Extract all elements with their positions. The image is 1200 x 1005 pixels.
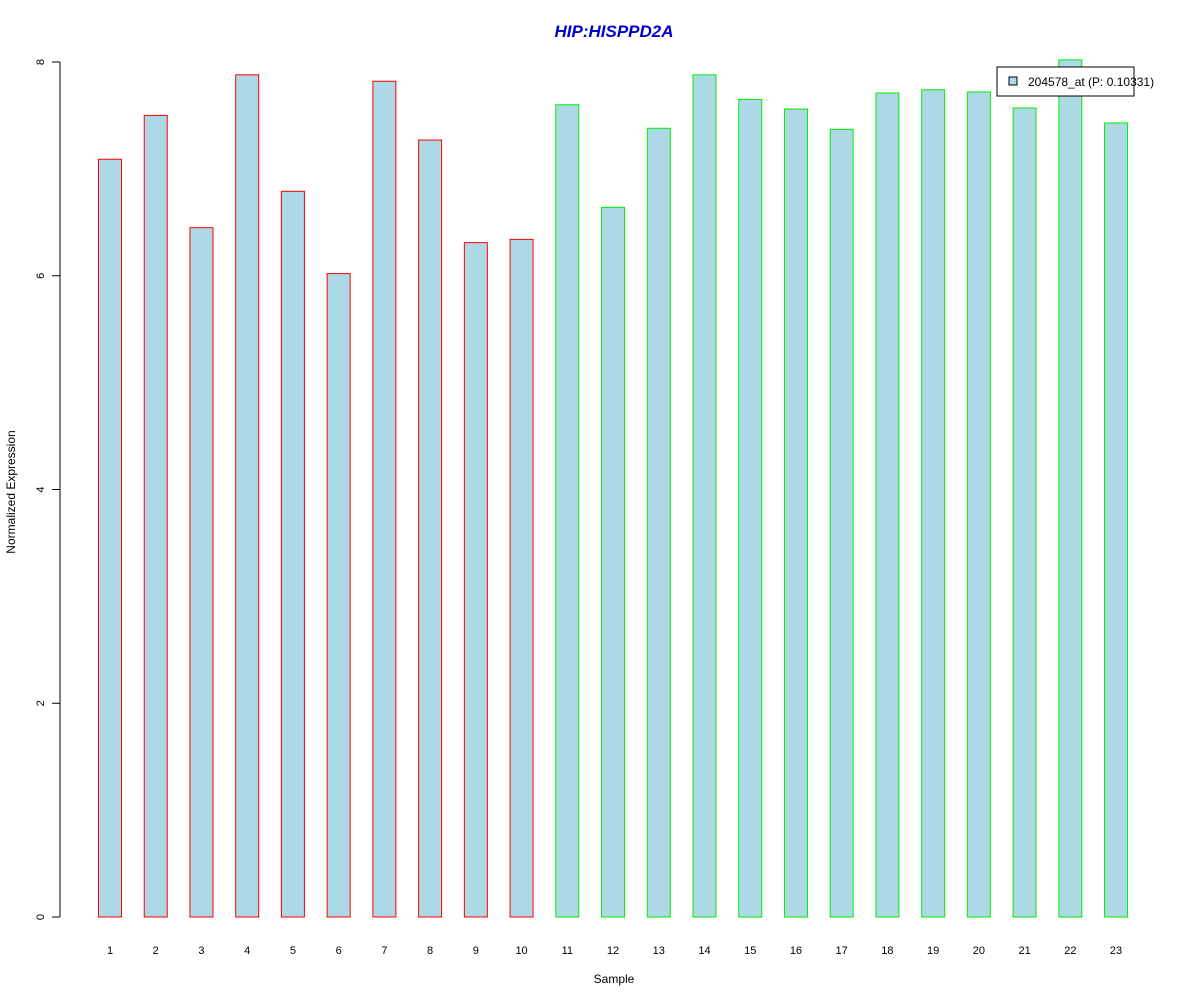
x-tick-label: 23 bbox=[1110, 945, 1122, 957]
y-tick-label: 2 bbox=[35, 700, 47, 706]
bar-sample-10 bbox=[509, 238, 534, 918]
bar-sample-18 bbox=[875, 92, 900, 918]
x-tick-label: 21 bbox=[1018, 945, 1030, 957]
bar-sample-21 bbox=[1012, 107, 1037, 918]
y-tick-label: 6 bbox=[35, 273, 47, 279]
legend-swatch bbox=[1008, 76, 1018, 86]
bar-sample-15 bbox=[738, 98, 763, 918]
x-tick-label: 5 bbox=[290, 945, 296, 957]
chart-title: HIP:HISPPD2A bbox=[554, 22, 673, 41]
bar-sample-14 bbox=[692, 74, 717, 918]
x-tick-label: 19 bbox=[927, 945, 939, 957]
legend-label: 204578_at (P: 0.10331) bbox=[1028, 75, 1154, 89]
x-axis-label: Sample bbox=[594, 972, 635, 986]
y-axis-label: Normalized Expression bbox=[4, 430, 18, 553]
x-tick-label: 2 bbox=[153, 945, 159, 957]
bar-sample-11 bbox=[555, 104, 580, 918]
x-tick-label: 13 bbox=[653, 945, 665, 957]
x-tick-label: 7 bbox=[381, 945, 387, 957]
y-axis: 0 2 4 6 8 bbox=[35, 59, 61, 920]
x-tick-label: 10 bbox=[515, 945, 527, 957]
bar-sample-6 bbox=[326, 273, 351, 918]
bar-sample-19 bbox=[921, 89, 946, 918]
legend-box bbox=[996, 66, 1135, 97]
x-tick-label: 22 bbox=[1064, 945, 1076, 957]
bar-sample-8 bbox=[418, 139, 443, 918]
x-tick-label: 14 bbox=[698, 945, 710, 957]
x-tick-label: 15 bbox=[744, 945, 756, 957]
bar-sample-7 bbox=[372, 80, 397, 918]
x-tick-label: 4 bbox=[244, 945, 250, 957]
x-tick-label: 12 bbox=[607, 945, 619, 957]
bar-sample-4 bbox=[235, 74, 260, 918]
y-tick-label: 0 bbox=[35, 914, 47, 920]
x-tick-label: 8 bbox=[427, 945, 433, 957]
bar-sample-13 bbox=[646, 127, 671, 918]
bar-sample-12 bbox=[601, 206, 626, 918]
bar-sample-2 bbox=[143, 114, 168, 918]
x-tick-label: 1 bbox=[107, 945, 113, 957]
y-tick-label: 8 bbox=[35, 59, 47, 65]
bar-sample-5 bbox=[280, 190, 305, 918]
bar-sample-3 bbox=[189, 227, 214, 918]
x-tick-label: 17 bbox=[836, 945, 848, 957]
bar-sample-23 bbox=[1104, 122, 1129, 918]
x-tick-label: 16 bbox=[790, 945, 802, 957]
bar-sample-17 bbox=[829, 128, 854, 918]
bars-group bbox=[98, 59, 1129, 918]
x-tick-label: 3 bbox=[198, 945, 204, 957]
x-tick-label: 18 bbox=[881, 945, 893, 957]
x-tick-label: 6 bbox=[336, 945, 342, 957]
bar-sample-20 bbox=[966, 91, 991, 918]
x-tick-label: 20 bbox=[973, 945, 985, 957]
legend: 204578_at (P: 0.10331) bbox=[996, 66, 1154, 97]
bar-sample-16 bbox=[783, 108, 808, 918]
bar-sample-1 bbox=[98, 158, 122, 918]
x-tick-label: 11 bbox=[562, 945, 573, 957]
bar-sample-9 bbox=[463, 242, 488, 918]
x-axis-tick-labels: 1 2 3 4 5 6 7 8 9 10 11 12 13 14 15 16 17 18 19 20 21 22 23 bbox=[107, 945, 1122, 957]
y-tick-label: 4 bbox=[35, 486, 47, 492]
x-tick-label: 9 bbox=[473, 945, 479, 957]
bar-sample-22 bbox=[1058, 59, 1083, 918]
